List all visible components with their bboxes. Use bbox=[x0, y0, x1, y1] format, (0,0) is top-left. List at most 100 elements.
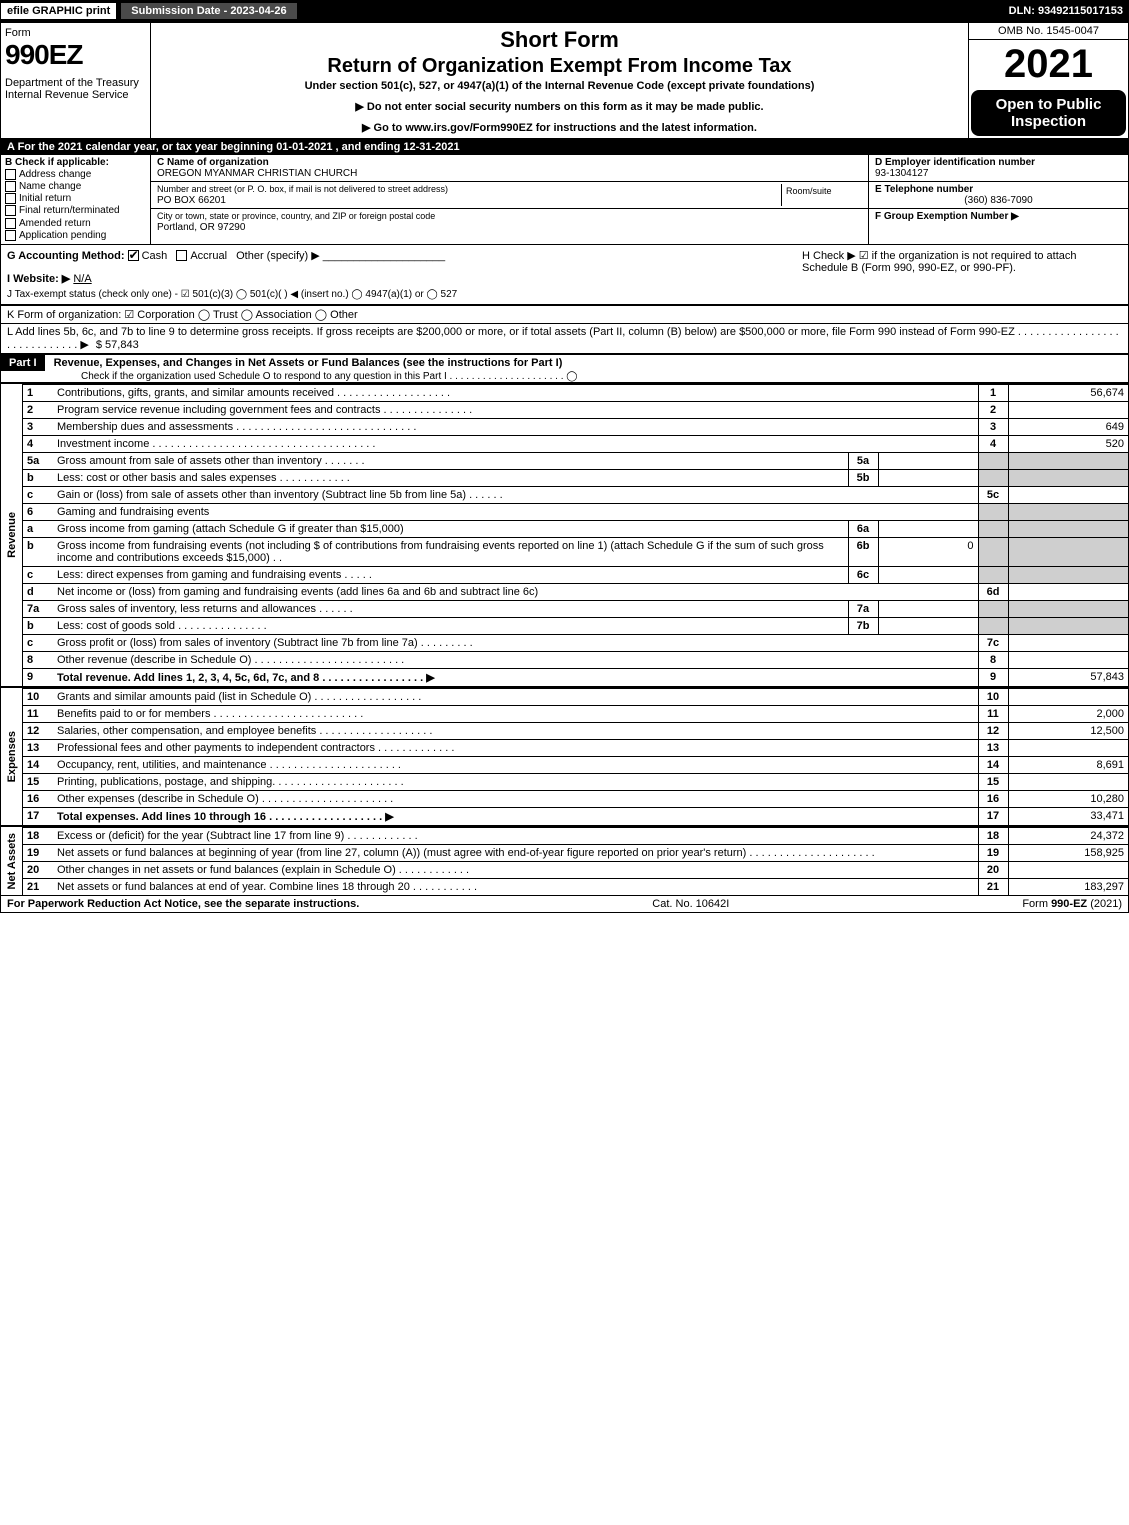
cb-final-return[interactable]: Final return/terminated bbox=[5, 205, 146, 216]
cb-name-change[interactable]: Name change bbox=[5, 181, 146, 192]
table-row: 2Program service revenue including gover… bbox=[23, 401, 1128, 418]
footer-center: Cat. No. 10642I bbox=[652, 898, 729, 910]
part1-check: Check if the organization used Schedule … bbox=[1, 371, 1128, 382]
org-name-box: C Name of organization OREGON MYANMAR CH… bbox=[151, 155, 868, 182]
return-title: Return of Organization Exempt From Incom… bbox=[159, 55, 960, 78]
section-ghi: G Accounting Method: Cash Accrual Other … bbox=[1, 245, 1128, 305]
cb-cash[interactable] bbox=[128, 250, 139, 261]
dln: DLN: 93492115017153 bbox=[1009, 5, 1129, 17]
table-row: dNet income or (loss) from gaming and fu… bbox=[23, 583, 1128, 600]
row-k: K Form of organization: ☑ Corporation ◯ … bbox=[1, 305, 1128, 323]
table-row: 20Other changes in net assets or fund ba… bbox=[23, 861, 1128, 878]
table-row: 1Contributions, gifts, grants, and simil… bbox=[23, 384, 1128, 401]
table-row: 13Professional fees and other payments t… bbox=[23, 739, 1128, 756]
table-row: 14Occupancy, rent, utilities, and mainte… bbox=[23, 756, 1128, 773]
room-suite-label: Room/suite bbox=[782, 184, 862, 206]
col-d: D Employer identification number 93-1304… bbox=[868, 155, 1128, 244]
org-name: OREGON MYANMAR CHRISTIAN CHURCH bbox=[157, 168, 357, 179]
form-number: 990EZ bbox=[5, 39, 146, 71]
form-container: Form 990EZ Department of the Treasury In… bbox=[0, 22, 1129, 913]
website-row: I Website: ▶ N/A bbox=[7, 272, 762, 285]
table-row: 21Net assets or fund balances at end of … bbox=[23, 878, 1128, 895]
omb-number: OMB No. 1545-0047 bbox=[969, 23, 1128, 40]
expenses-section: Expenses 10Grants and similar amounts pa… bbox=[1, 686, 1128, 825]
cb-initial-return[interactable]: Initial return bbox=[5, 193, 146, 204]
department: Department of the Treasury Internal Reve… bbox=[5, 77, 146, 101]
expenses-vlabel: Expenses bbox=[4, 727, 20, 786]
group-exemption-box: F Group Exemption Number ▶ bbox=[869, 209, 1128, 224]
form-label: Form bbox=[5, 27, 146, 39]
city-label: City or town, state or province, country… bbox=[157, 211, 435, 221]
row-a: A For the 2021 calendar year, or tax yea… bbox=[1, 139, 1128, 155]
phone: (360) 836-7090 bbox=[875, 195, 1122, 206]
table-row: 11Benefits paid to or for members . . . … bbox=[23, 705, 1128, 722]
table-row: bLess: cost or other basis and sales exp… bbox=[23, 469, 1128, 486]
short-form-title: Short Form bbox=[159, 27, 960, 53]
part1-label: Part I bbox=[1, 355, 45, 371]
col-c: C Name of organization OREGON MYANMAR CH… bbox=[151, 155, 868, 244]
netassets-table: 18Excess or (deficit) for the year (Subt… bbox=[23, 827, 1128, 895]
tax-year: 2021 bbox=[969, 40, 1128, 88]
cb-amended-return[interactable]: Amended return bbox=[5, 218, 146, 229]
table-row: 6Gaming and fundraising events bbox=[23, 503, 1128, 520]
goto-instruction: ▶ Go to www.irs.gov/Form990EZ for instru… bbox=[159, 121, 960, 134]
table-row: 15Printing, publications, postage, and s… bbox=[23, 773, 1128, 790]
tax-exempt-status: J Tax-exempt status (check only one) - ☑… bbox=[7, 289, 762, 300]
table-row: 3Membership dues and assessments . . . .… bbox=[23, 418, 1128, 435]
table-row: 5aGross amount from sale of assets other… bbox=[23, 452, 1128, 469]
table-row: 19Net assets or fund balances at beginni… bbox=[23, 844, 1128, 861]
revenue-table: 1Contributions, gifts, grants, and simil… bbox=[23, 384, 1128, 686]
revenue-section: Revenue 1Contributions, gifts, grants, a… bbox=[1, 382, 1128, 686]
table-row: 18Excess or (deficit) for the year (Subt… bbox=[23, 827, 1128, 844]
table-row: 16Other expenses (describe in Schedule O… bbox=[23, 790, 1128, 807]
header-right: OMB No. 1545-0047 2021 Open to Public In… bbox=[968, 23, 1128, 138]
table-row: 10Grants and similar amounts paid (list … bbox=[23, 688, 1128, 705]
under-section: Under section 501(c), 527, or 4947(a)(1)… bbox=[159, 80, 960, 92]
efile-label: efile GRAPHIC print bbox=[0, 2, 117, 20]
table-row: 12Salaries, other compensation, and empl… bbox=[23, 722, 1128, 739]
row-l: L Add lines 5b, 6c, and 7b to line 9 to … bbox=[1, 323, 1128, 353]
address: PO BOX 66201 bbox=[157, 195, 226, 206]
footer-left: For Paperwork Reduction Act Notice, see … bbox=[7, 898, 359, 910]
table-row: bLess: cost of goods sold . . . . . . . … bbox=[23, 617, 1128, 634]
ein-label: D Employer identification number bbox=[875, 157, 1035, 168]
expenses-table: 10Grants and similar amounts paid (list … bbox=[23, 688, 1128, 825]
table-row: 8Other revenue (describe in Schedule O) … bbox=[23, 651, 1128, 668]
table-row: cGross profit or (loss) from sales of in… bbox=[23, 634, 1128, 651]
top-bar: efile GRAPHIC print Submission Date - 20… bbox=[0, 0, 1129, 22]
ein: 93-1304127 bbox=[875, 168, 928, 179]
phone-label: E Telephone number bbox=[875, 184, 973, 195]
schedule-b-check: H Check ▶ ☑ if the organization is not r… bbox=[802, 249, 1122, 300]
cb-accrual[interactable] bbox=[176, 250, 187, 261]
footer-right: Form 990-EZ (2021) bbox=[1022, 898, 1122, 910]
cb-application-pending[interactable]: Application pending bbox=[5, 230, 146, 241]
part1-title: Revenue, Expenses, and Changes in Net As… bbox=[48, 357, 563, 369]
address-label: Number and street (or P. O. box, if mail… bbox=[157, 184, 448, 194]
ein-box: D Employer identification number 93-1304… bbox=[869, 155, 1128, 182]
table-row: cGain or (loss) from sale of assets othe… bbox=[23, 486, 1128, 503]
table-row: 4Investment income . . . . . . . . . . .… bbox=[23, 435, 1128, 452]
do-not-instruction: ▶ Do not enter social security numbers o… bbox=[159, 100, 960, 113]
group-label: F Group Exemption Number ▶ bbox=[875, 211, 1019, 222]
part1-header: Part I Revenue, Expenses, and Changes in… bbox=[1, 353, 1128, 382]
table-row: cLess: direct expenses from gaming and f… bbox=[23, 566, 1128, 583]
accounting-method: G Accounting Method: Cash Accrual Other … bbox=[7, 249, 762, 262]
col-b: B Check if applicable: Address change Na… bbox=[1, 155, 151, 244]
netassets-vlabel: Net Assets bbox=[4, 829, 20, 893]
open-to-public: Open to Public Inspection bbox=[971, 90, 1126, 136]
table-row: aGross income from gaming (attach Schedu… bbox=[23, 520, 1128, 537]
table-row: 9Total revenue. Add lines 1, 2, 3, 4, 5c… bbox=[23, 668, 1128, 686]
netassets-section: Net Assets 18Excess or (deficit) for the… bbox=[1, 825, 1128, 895]
table-row: bGross income from fundraising events (n… bbox=[23, 537, 1128, 566]
table-row: 7aGross sales of inventory, less returns… bbox=[23, 600, 1128, 617]
revenue-vlabel: Revenue bbox=[4, 508, 20, 562]
gross-receipts: $ 57,843 bbox=[96, 339, 139, 351]
footer: For Paperwork Reduction Act Notice, see … bbox=[1, 895, 1128, 912]
table-row: 17Total expenses. Add lines 10 through 1… bbox=[23, 807, 1128, 825]
address-box: Number and street (or P. O. box, if mail… bbox=[151, 182, 868, 209]
city: Portland, OR 97290 bbox=[157, 222, 245, 233]
cb-address-change[interactable]: Address change bbox=[5, 169, 146, 180]
col-b-header: B Check if applicable: bbox=[5, 157, 146, 168]
phone-box: E Telephone number (360) 836-7090 bbox=[869, 182, 1128, 209]
org-name-label: C Name of organization bbox=[157, 157, 269, 168]
